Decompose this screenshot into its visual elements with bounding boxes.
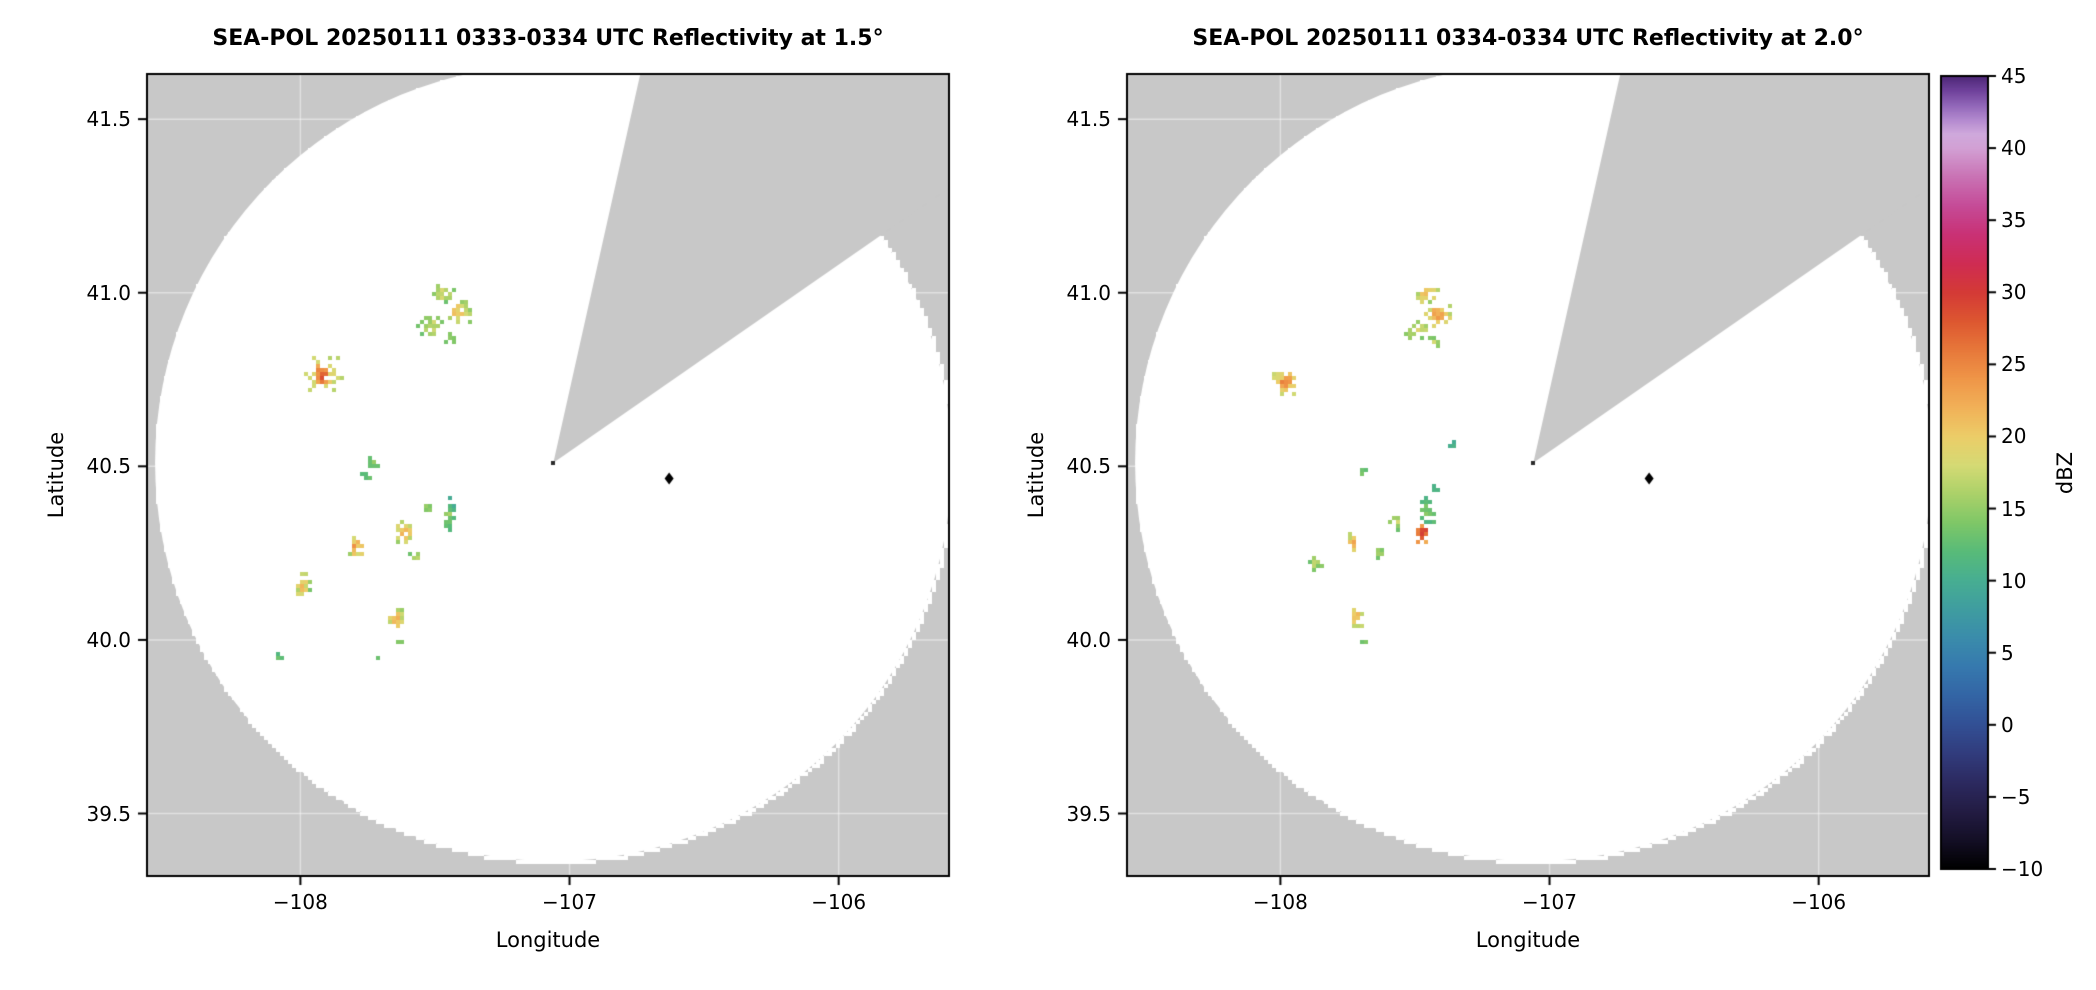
y-tick-label: 41.5 (86, 107, 131, 132)
x-tick-label: −107 (1522, 890, 1577, 914)
panel1-title: SEA-POL 20250111 0333-0334 UTC Reflectiv… (212, 26, 884, 51)
y-tick-label: 40.0 (86, 627, 131, 652)
colorbar-tick-label: 15 (2001, 496, 2027, 521)
y-tick-label: 39.5 (86, 801, 131, 826)
panel2-title: SEA-POL 20250111 0334-0334 UTC Reflectiv… (1192, 26, 1864, 51)
panel2-xlabel: Longitude (1475, 928, 1581, 952)
colorbar-tick-label: 25 (2001, 352, 2027, 377)
panel1-xlabel: Longitude (495, 928, 601, 952)
x-tick-label: −108 (272, 890, 328, 914)
colorbar-tick-label: 40 (2001, 136, 2027, 161)
colorbar-tick-label: 45 (2001, 64, 2027, 88)
colorbar-tick-label: 30 (2001, 280, 2027, 305)
x-tick-label: −108 (1252, 890, 1308, 914)
y-tick-label: 40.5 (86, 454, 131, 479)
y-tick-label: 40.0 (1066, 627, 1111, 652)
y-tick-label: 41.0 (86, 280, 131, 305)
colorbar-tick-label: 5 (2001, 640, 2014, 665)
y-tick-label: 41.0 (1066, 280, 1111, 305)
colorbar-tick-label: 20 (2001, 424, 2027, 449)
x-tick-label: −107 (542, 890, 597, 914)
x-tick-label: −106 (811, 890, 867, 914)
colorbar-tick-label: −5 (2001, 784, 2031, 809)
y-tick-label: 40.5 (1066, 454, 1111, 479)
x-tick-label: −106 (1791, 890, 1847, 914)
colorbar-tick-label: −10 (2001, 857, 2044, 881)
y-tick-label: 39.5 (1066, 801, 1111, 826)
colorbar-tick-label: 0 (2001, 712, 2014, 737)
y-tick-label: 41.5 (1066, 107, 1111, 132)
colorbar-tick-label: 10 (2001, 568, 2027, 593)
colorbar-tick-label: 35 (2001, 208, 2027, 233)
